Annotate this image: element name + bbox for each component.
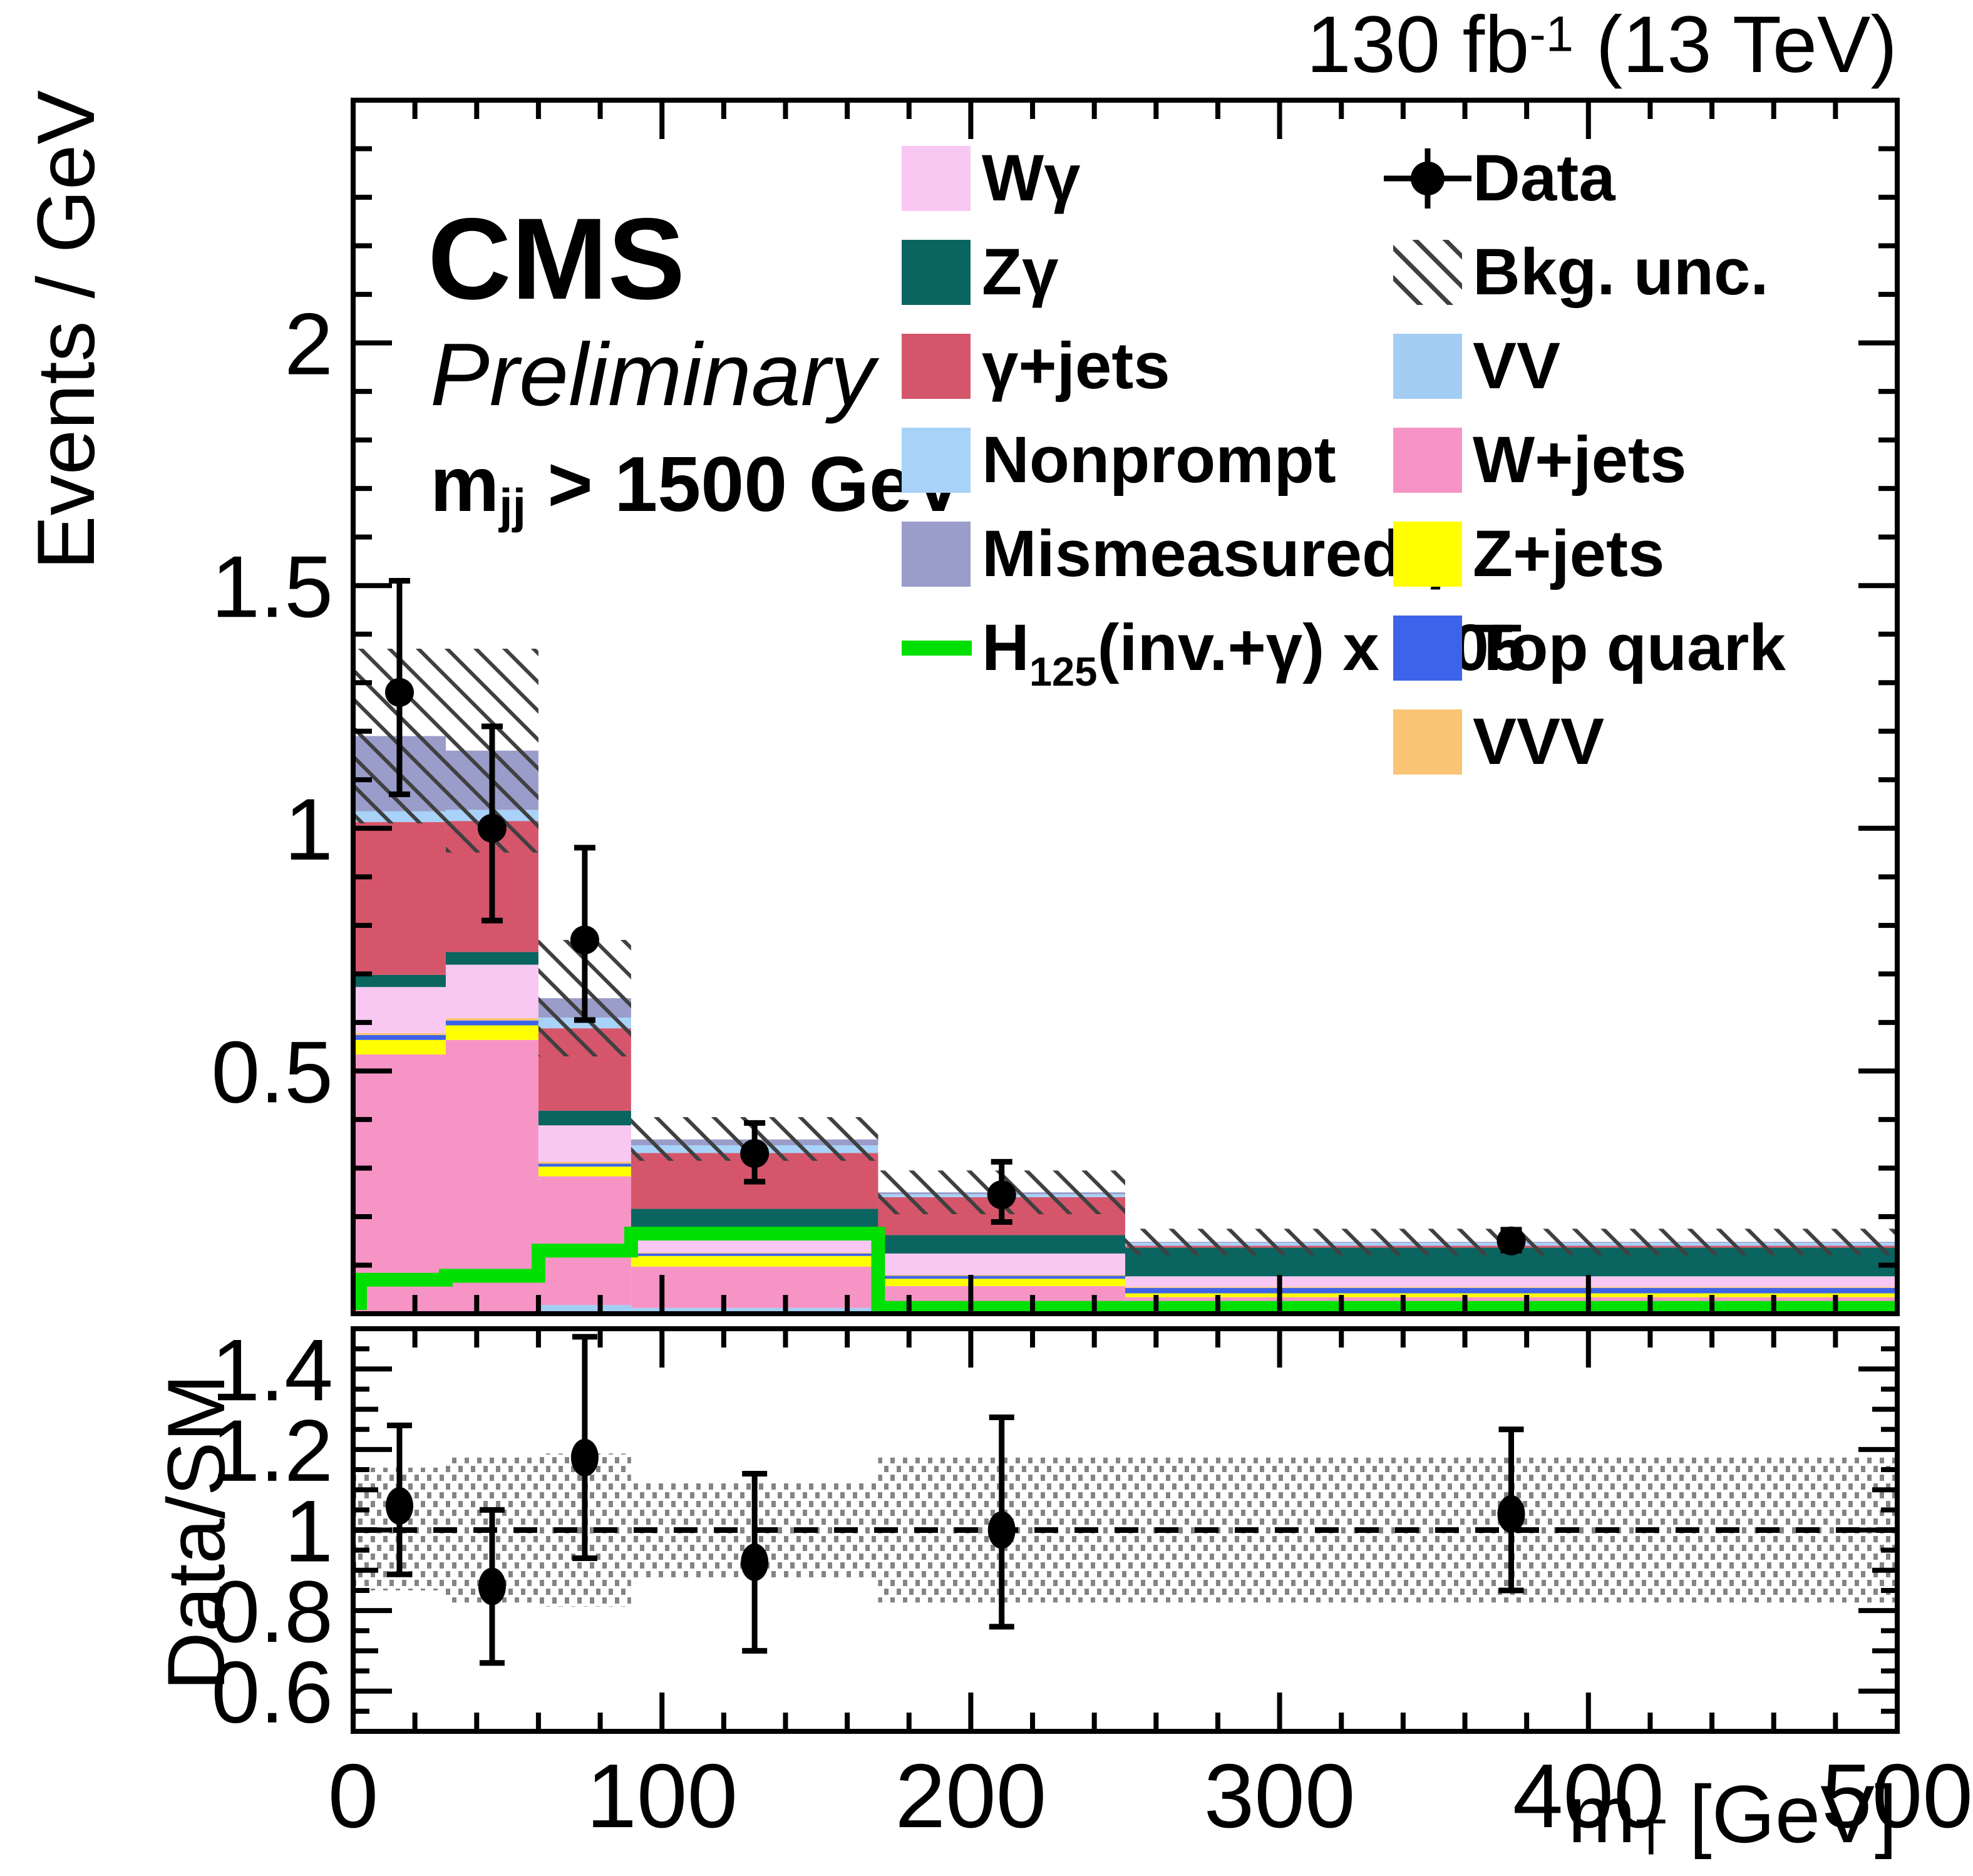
legend-swatch-data-marker-icon — [1384, 148, 1471, 209]
legend-swatch-bkg-unc — [1393, 240, 1462, 305]
main-axes — [351, 98, 1900, 1316]
legend-label-vvv: VVV — [1473, 705, 1605, 778]
legend-label-nonprompt: Nonprompt — [982, 423, 1336, 497]
legend-label-zgamma: Zγ — [982, 235, 1059, 309]
legend-label-zjets: Z+jets — [1473, 517, 1665, 590]
signal-line — [353, 1227, 1897, 1315]
ratio-y-axis-title: Data/SM — [150, 1374, 242, 1691]
legend-label-vv: VV — [1473, 329, 1561, 403]
legend-label-bkg-unc: Bkg. unc. — [1473, 235, 1769, 309]
legend-label-wgamma: Wγ — [982, 142, 1081, 215]
svg-text:500: 500 — [1821, 1745, 1973, 1847]
legend-swatch-top-quark — [1393, 616, 1462, 681]
main-y-axis-title: Events / GeV — [20, 90, 111, 570]
svg-text:0: 0 — [328, 1745, 379, 1847]
experiment-label: CMS — [428, 195, 686, 324]
svg-text:300: 300 — [1204, 1745, 1356, 1847]
legend-swatch-wjets — [1393, 428, 1462, 493]
legend-swatch-vv — [1393, 334, 1462, 399]
status-label: Preliminary — [430, 325, 875, 425]
ratio-y-tick-labels: 0.60.811.21.4 — [211, 1321, 333, 1741]
svg-text:1.4: 1.4 — [211, 1321, 333, 1419]
svg-text:400: 400 — [1513, 1745, 1664, 1847]
legend-label-gamma-jets: γ+jets — [982, 329, 1170, 403]
svg-text:0.5: 0.5 — [211, 1023, 333, 1121]
svg-text:200: 200 — [895, 1745, 1046, 1847]
ratio-points — [385, 1334, 1525, 1666]
legend-swatch-wgamma — [902, 146, 971, 211]
x-tick-labels: 0 100 200 300 400 500 — [328, 1745, 1973, 1847]
selection-label: mjj > 1500 GeV — [430, 441, 964, 533]
legend-swatch-vvv — [1393, 709, 1462, 775]
ratio-axes — [351, 1326, 1900, 1734]
x-axis-title: mT [GeV] — [1567, 1768, 1897, 1866]
legend-swatch-signal — [902, 641, 972, 656]
svg-text:100: 100 — [586, 1745, 738, 1847]
legend-swatch-nonprompt — [902, 428, 971, 493]
svg-text:1.5: 1.5 — [211, 537, 333, 636]
svg-text:0.8: 0.8 — [211, 1562, 333, 1661]
svg-text:0.6: 0.6 — [211, 1643, 333, 1741]
legend-swatch-zgamma — [902, 240, 971, 305]
main-y-tick-labels: 0.5 1 1.5 2 — [211, 295, 333, 1121]
legend-swatch-mismeasured-gamma — [902, 522, 971, 587]
svg-text:1: 1 — [284, 780, 333, 879]
legend-label-wjets: W+jets — [1473, 423, 1687, 497]
svg-text:1.2: 1.2 — [211, 1401, 333, 1500]
svg-text:2: 2 — [284, 295, 333, 393]
legend-label-data: Data — [1473, 142, 1615, 215]
legend-label-top-quark: Top quark — [1473, 611, 1786, 684]
data-points — [384, 577, 1526, 1255]
legend-label-mismeasured-gamma: Mismeasured γ — [982, 517, 1457, 590]
legend-swatch-gamma-jets — [902, 334, 971, 399]
legend-swatch-zjets — [1393, 522, 1462, 587]
svg-text:1: 1 — [284, 1482, 333, 1580]
lumi-label: 130 fb-1 (13 TeV) — [1306, 0, 1897, 90]
